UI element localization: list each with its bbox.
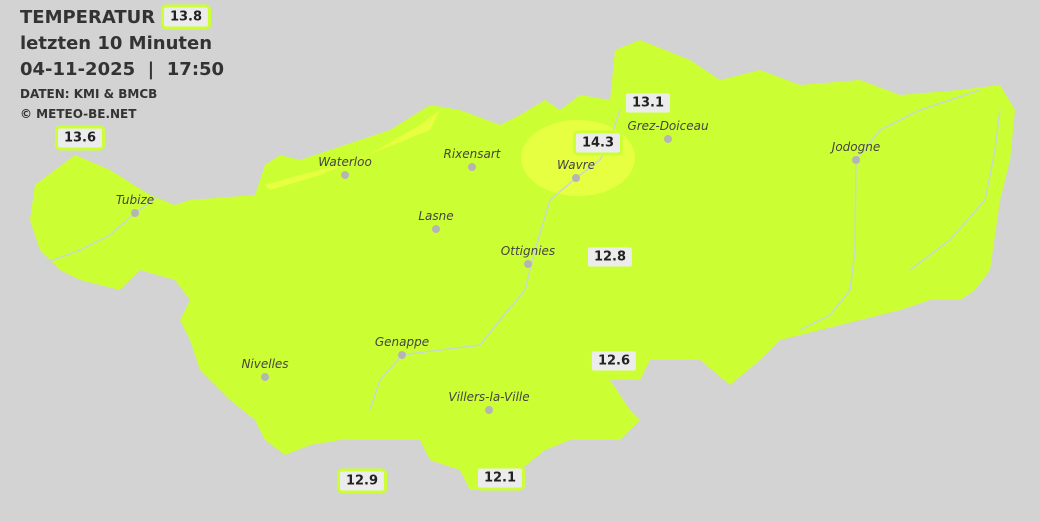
river <box>909 109 1001 271</box>
city-marker <box>398 351 406 359</box>
map-subtitle: letzten 10 Minuten <box>20 33 213 54</box>
map-title: TEMPERATUR <box>20 7 156 28</box>
city-marker <box>852 156 860 164</box>
city-label: Wavre <box>557 158 595 172</box>
temperature-reading: 12.9 <box>336 468 388 494</box>
temperature-reading: 12.8 <box>584 244 636 270</box>
temperature-reading: 12.1 <box>474 465 526 491</box>
province-shape <box>30 40 1015 490</box>
city-marker <box>468 163 476 171</box>
temperature-reading: 14.3 <box>572 130 624 156</box>
city-label: Lasne <box>418 209 454 223</box>
city-label: Rixensart <box>443 147 501 161</box>
temperature-reading: 12.6 <box>588 348 640 374</box>
city-marker <box>524 260 532 268</box>
datetime: 04-11-2025 | 17:50 <box>20 59 225 80</box>
city-label: Tubize <box>115 193 155 207</box>
temperature-reading: 13.6 <box>54 125 106 151</box>
city-marker <box>432 225 440 233</box>
city-marker <box>261 373 269 381</box>
city-marker <box>341 171 349 179</box>
city-label: Genappe <box>374 335 430 349</box>
city-marker <box>664 135 672 143</box>
city-label: Waterloo <box>318 155 372 169</box>
city-label: Villers-la-Ville <box>448 390 530 404</box>
warm-zone-north <box>265 110 440 190</box>
city-marker <box>572 174 580 182</box>
city-label: Jodogne <box>831 140 881 154</box>
river <box>799 89 981 331</box>
data-source: DATEN: KMI & BMCB <box>20 87 158 101</box>
city-label: Grez-Doiceau <box>627 119 709 133</box>
river <box>39 194 161 266</box>
city-label: Nivelles <box>241 357 289 371</box>
temperature-reading: 13.8 <box>160 4 212 30</box>
temperature-reading: 13.1 <box>622 90 674 116</box>
city-label: Ottignies <box>500 244 556 258</box>
city-marker <box>131 209 139 217</box>
copyright: © METEO-BE.NET <box>20 107 137 121</box>
city-marker <box>485 406 493 414</box>
